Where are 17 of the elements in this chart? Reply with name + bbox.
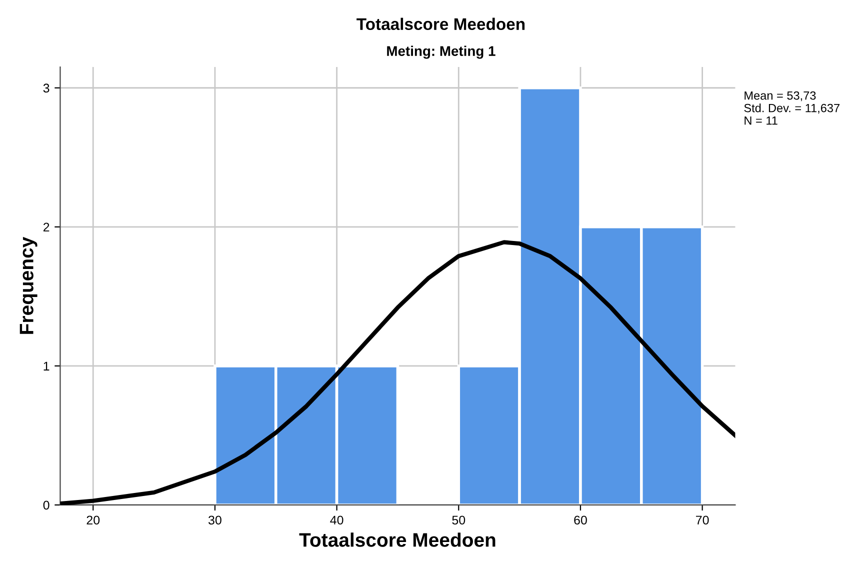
chart-title: Totaalscore Meedoen: [356, 18, 525, 30]
text: N = 11: [744, 116, 778, 125]
y-tick-label: 1: [44, 362, 50, 370]
y-tick-label: 0: [43, 500, 50, 510]
x-tick-label: 70: [696, 516, 709, 525]
y-axis-title: Frequency: [20, 236, 38, 334]
chart-subtitle: Meting: Meting 1: [387, 46, 496, 59]
x-tick-label: 50: [452, 516, 466, 525]
text: Mean = 53,73: [744, 91, 816, 102]
text: Std. Dev. = 11,637: [744, 104, 840, 114]
x-axis-title: Totaalscore Meedoen: [299, 532, 496, 547]
x-tick-label: 20: [86, 516, 100, 525]
y-tick-label: 3: [43, 84, 50, 93]
x-tick-label: 30: [208, 516, 222, 525]
x-tick-label: 60: [574, 516, 587, 525]
y-tick-label: 2: [43, 222, 50, 232]
x-tick-label: 40: [330, 516, 344, 525]
